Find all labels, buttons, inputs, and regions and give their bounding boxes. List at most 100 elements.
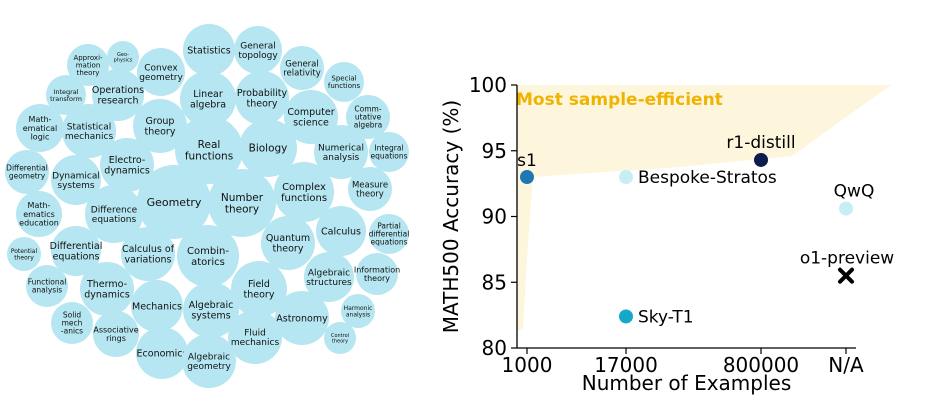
bubble-quantum-theory: Quantum theory: [261, 216, 315, 270]
bubble-label: Math-ematical logic: [23, 115, 58, 141]
bubble-label: Functional analysis: [28, 278, 67, 295]
bubble-combin-atorics: Combin-atorics: [177, 225, 239, 287]
domain-bubble-cloud: Statistics General topology Approxi-mation t…: [0, 0, 420, 403]
bubble-circle: [137, 48, 185, 96]
bubble-circle: [304, 252, 354, 302]
bubble-label: Algebraic geometry: [187, 352, 231, 372]
x-tick-label: 17000: [594, 353, 658, 377]
x-tick-label: N/A: [828, 353, 864, 377]
bubble-astronomy: Astronomy: [275, 291, 329, 345]
bubble-circle: [93, 311, 139, 357]
bubble-differential-equations: Differential equations: [50, 226, 102, 276]
bubble-circle: [133, 99, 187, 153]
bubble-label: Calculus of variations: [122, 244, 175, 265]
bubble-real-functions: Real functions: [175, 116, 243, 184]
bubble-circle: [228, 310, 282, 364]
bubble-circle: [324, 62, 364, 102]
bubble-circle: [284, 90, 338, 144]
bubble-label: Mechanics: [132, 301, 182, 312]
bubble-label: Electro-dynamics: [104, 155, 150, 176]
bubble-circle: [107, 41, 139, 73]
bubble-field-theory: Field theory: [231, 261, 287, 317]
bubble-algebraic-systems: Algebraic systems: [183, 282, 239, 338]
bubble-general-topology: General topology: [234, 26, 282, 74]
bubble-label: Computer science: [287, 107, 334, 128]
bubble-circle: [177, 225, 239, 287]
bubble-circle: [180, 71, 236, 127]
bubble-dynamical-systems: Dynamical systems: [51, 155, 101, 205]
point-label-sky-t1: Sky-T1: [638, 307, 694, 327]
scatter-chart-svg: Most sample-efficient 80 85 90 95 100 1000 17…: [439, 73, 894, 395]
bubble-approxi-mation-theory: Approxi-mation theory: [67, 44, 109, 86]
y-tick-label: 85: [482, 270, 507, 294]
bubble-circle: [51, 155, 101, 205]
bubble-circle: [235, 71, 289, 125]
y-tick-label: 80: [482, 336, 507, 360]
bubble-label: Field theory: [244, 279, 275, 300]
bubble-partial-differential-equations: Partial differential equations: [369, 214, 409, 254]
bubble-label: Convex geometry: [139, 63, 183, 83]
bubble-circle: [131, 280, 183, 332]
bubble-label: Real functions: [185, 139, 233, 162]
bubble-thermo-dynamics: Thermo-dynamics: [80, 262, 134, 316]
bubble-label: Integral transform: [50, 88, 82, 103]
bubble-circle: [346, 95, 390, 139]
bubble-label: Combin-atorics: [187, 246, 229, 268]
bubble-circle: [85, 185, 143, 243]
point-label-qwq: QwQ: [834, 182, 875, 202]
bubble-solid-mech-anics: Solid mech -anics: [51, 302, 93, 344]
bubble-linear-algebra: Linear algebra: [180, 71, 236, 127]
bubble-label: Difference equations: [91, 205, 138, 225]
bubble-label: Information theory: [354, 265, 400, 283]
bubble-circle: [348, 167, 392, 211]
bubble-label: Differential geometry: [6, 164, 48, 181]
bubble-circle: [26, 265, 68, 307]
bubble-electro-dynamics: Electro-dynamics: [100, 138, 154, 192]
bubble-cloud-svg: Statistics General topology Approxi-mation t…: [5, 24, 409, 388]
bubble-circle: [182, 334, 236, 388]
bubble-differential-geometry: Differential geometry: [5, 150, 49, 194]
bubble-circle: [51, 302, 93, 344]
bubble-label: Comm-utative algebra: [354, 105, 383, 130]
point-label-bespoke-stratos: Bespoke-Stratos: [638, 168, 777, 188]
bubble-integral-equations: Integral equations: [369, 132, 409, 172]
bubble-label: Algebraic structures: [306, 268, 352, 288]
bubble-math-ematical-logic: Math-ematical logic: [16, 104, 64, 152]
bubble-label: Measure theory: [352, 180, 388, 199]
bubble-associative-rings: Associative rings: [93, 311, 139, 357]
bubble-label: Solid mech -anics: [61, 311, 83, 336]
bubble-circle: [92, 69, 144, 121]
region-label: Most sample-efficient: [516, 90, 723, 110]
bubble-label: Operations research: [92, 85, 144, 106]
bubble-integral-transform: Integral transform: [46, 75, 86, 115]
bubble-label: Statistical mechanics: [65, 122, 114, 142]
point-r1-distill: [754, 152, 768, 167]
bubble-label: Control theory: [331, 333, 349, 344]
bubble-label: Geometry: [147, 196, 202, 209]
point-o1-preview: [838, 267, 854, 284]
bubble-label: Astronomy: [276, 313, 328, 324]
bubble-label: Complex functions: [281, 182, 327, 204]
bubble-circle: [5, 150, 49, 194]
bubble-biology: Biology: [239, 119, 297, 177]
bubble-special-functions: Special functions: [324, 62, 364, 102]
bubble-circle: [183, 282, 239, 338]
y-axis-label: MATH500 Accuracy (%): [439, 100, 463, 333]
bubble-circle: [7, 237, 41, 271]
bubble-circle: [80, 262, 134, 316]
bubble-label: Dynamical systems: [52, 171, 100, 191]
bubble-circle: [175, 116, 243, 184]
bubble-measure-theory: Measure theory: [348, 167, 392, 211]
y-tick-label: 95: [482, 139, 507, 163]
bubble-circle: [137, 165, 211, 239]
bubble-circle: [239, 119, 297, 177]
bubble-circle: [208, 169, 276, 237]
bubble-number-theory: Number theory: [208, 169, 276, 237]
x-tick-label: 1000: [502, 353, 553, 377]
bubble-circle: [16, 104, 64, 152]
bubble-complex-functions: Complex functions: [274, 162, 334, 222]
bubble-circle: [16, 191, 62, 237]
bubble-circle: [67, 44, 109, 86]
bubble-label: General relativity: [283, 59, 321, 78]
bubble-operations-research: Operations research: [92, 69, 144, 121]
